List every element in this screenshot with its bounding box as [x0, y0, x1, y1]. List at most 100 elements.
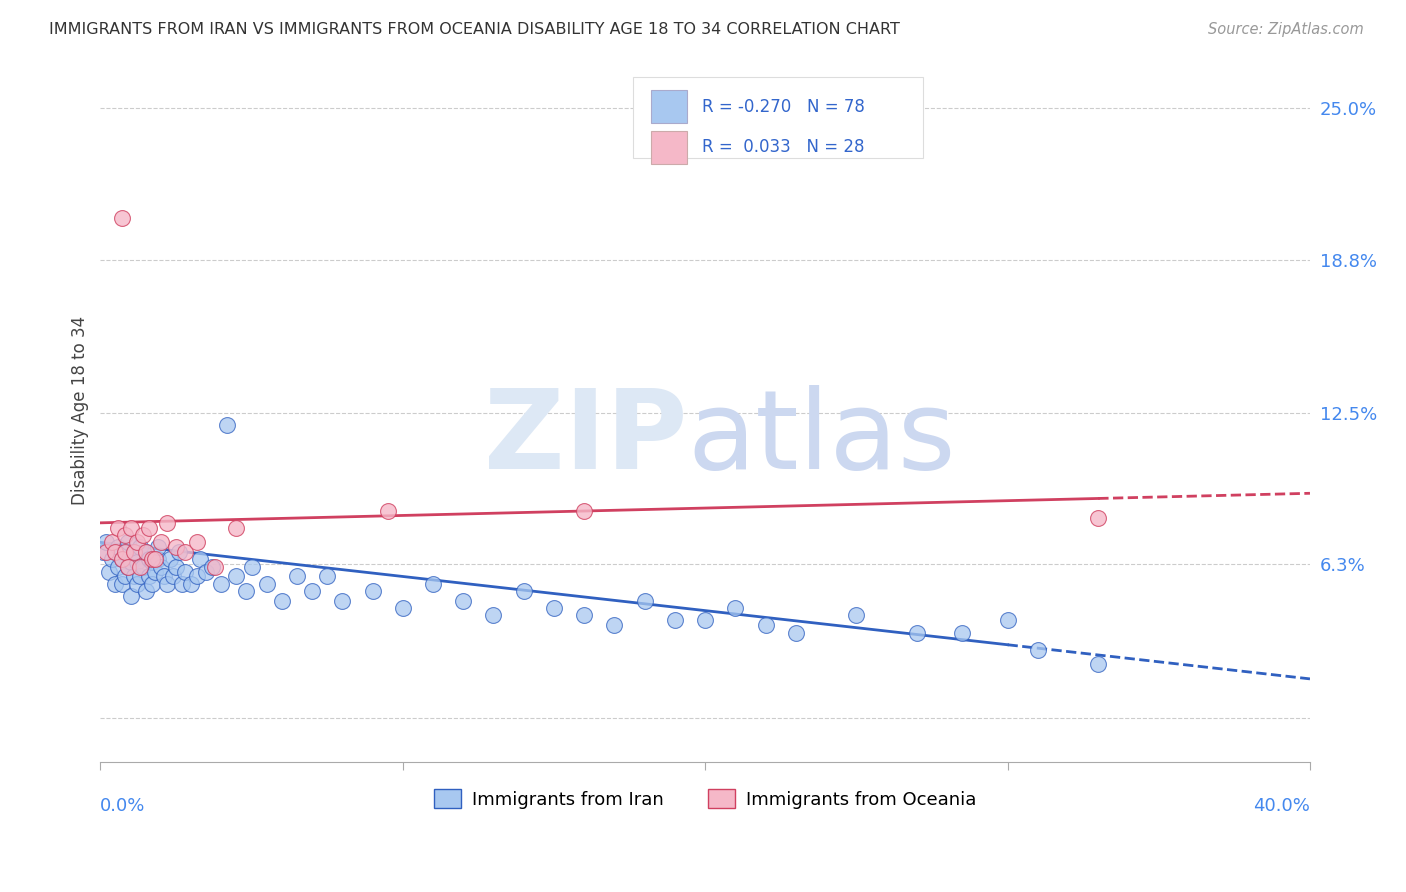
Point	[114, 528, 136, 542]
Point	[285, 569, 308, 583]
Point	[724, 601, 747, 615]
Point	[117, 535, 139, 549]
Point	[125, 576, 148, 591]
Point	[146, 552, 169, 566]
Point	[451, 594, 474, 608]
Point	[174, 565, 197, 579]
FancyBboxPatch shape	[651, 130, 688, 164]
Point	[110, 552, 132, 566]
Legend: Immigrants from Iran, Immigrants from Oceania: Immigrants from Iran, Immigrants from Oc…	[426, 782, 984, 816]
Point	[125, 555, 148, 569]
Point	[143, 552, 166, 566]
Point	[664, 613, 686, 627]
Text: ZIP: ZIP	[484, 385, 688, 492]
Point	[117, 559, 139, 574]
Point	[256, 576, 278, 591]
Point	[128, 540, 150, 554]
Point	[146, 540, 169, 554]
Point	[188, 552, 211, 566]
Point	[128, 559, 150, 574]
Point	[159, 552, 181, 566]
Point	[240, 559, 263, 574]
Point	[107, 559, 129, 574]
FancyBboxPatch shape	[633, 77, 922, 158]
Point	[96, 545, 118, 559]
Text: Source: ZipAtlas.com: Source: ZipAtlas.com	[1208, 22, 1364, 37]
Point	[174, 545, 197, 559]
Point	[165, 559, 187, 574]
Text: 0.0%: 0.0%	[100, 797, 146, 815]
Point	[634, 594, 657, 608]
Point	[301, 584, 323, 599]
Point	[141, 552, 163, 566]
Point	[330, 594, 353, 608]
Point	[377, 503, 399, 517]
Point	[153, 569, 176, 583]
Point	[695, 613, 717, 627]
Point	[122, 569, 145, 583]
Point	[120, 589, 142, 603]
Point	[180, 576, 202, 591]
Point	[950, 625, 973, 640]
Point	[122, 545, 145, 559]
Point	[107, 521, 129, 535]
Point	[138, 521, 160, 535]
Point	[114, 569, 136, 583]
Text: 40.0%: 40.0%	[1253, 797, 1310, 815]
Point	[149, 535, 172, 549]
Text: R =  0.033   N = 28: R = 0.033 N = 28	[702, 138, 865, 156]
Point	[138, 552, 160, 566]
Point	[107, 540, 129, 554]
Point	[156, 576, 179, 591]
Point	[1026, 642, 1049, 657]
Point	[114, 545, 136, 559]
Point	[131, 528, 153, 542]
Point	[186, 535, 208, 549]
Point	[217, 418, 239, 433]
Point	[785, 625, 807, 640]
Point	[225, 521, 247, 535]
Point	[122, 545, 145, 559]
Point	[125, 535, 148, 549]
Point	[1087, 511, 1109, 525]
Point	[195, 565, 218, 579]
Point	[110, 552, 132, 566]
Point	[845, 608, 868, 623]
Point	[101, 552, 124, 566]
Point	[574, 503, 596, 517]
Point	[512, 584, 534, 599]
Point	[135, 545, 157, 559]
Point	[1087, 657, 1109, 672]
Point	[104, 576, 127, 591]
Point	[110, 576, 132, 591]
FancyBboxPatch shape	[651, 90, 688, 123]
Point	[170, 576, 193, 591]
Text: atlas: atlas	[688, 385, 956, 492]
Point	[201, 559, 224, 574]
Point	[135, 584, 157, 599]
Point	[156, 516, 179, 530]
Point	[114, 545, 136, 559]
Point	[235, 584, 257, 599]
Point	[997, 613, 1019, 627]
Point	[93, 545, 115, 559]
Point	[204, 559, 226, 574]
Point	[120, 521, 142, 535]
Point	[165, 540, 187, 554]
Point	[98, 565, 121, 579]
Text: R = -0.270   N = 78: R = -0.270 N = 78	[702, 97, 865, 116]
Point	[135, 545, 157, 559]
Point	[117, 559, 139, 574]
Point	[422, 576, 444, 591]
Point	[361, 584, 384, 599]
Point	[482, 608, 505, 623]
Point	[574, 608, 596, 623]
Point	[603, 618, 626, 632]
Point	[101, 535, 124, 549]
Point	[110, 211, 132, 225]
Point	[167, 545, 190, 559]
Point	[128, 569, 150, 583]
Point	[270, 594, 292, 608]
Point	[143, 565, 166, 579]
Point	[209, 576, 232, 591]
